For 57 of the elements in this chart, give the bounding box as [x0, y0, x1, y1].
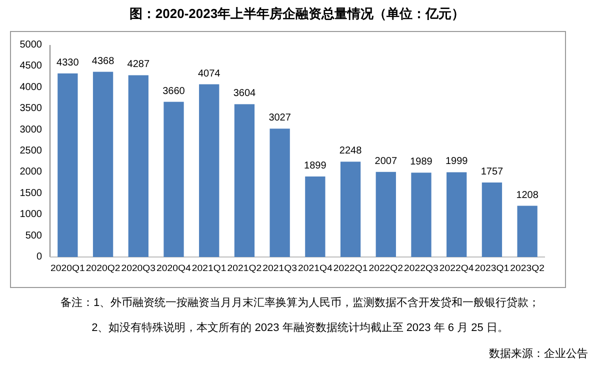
bar: [305, 176, 326, 257]
bar: [411, 172, 432, 257]
x-tick-label: 2022Q4: [439, 263, 474, 273]
chart-title: 图：2020-2023年上半年房企融资总量情况（单位：亿元）: [129, 6, 465, 21]
x-tick-label: 2023Q1: [474, 263, 510, 273]
text: 2、如没有特殊说明，本文所有的 2023 年融资数据统计均截止至 2023 年 6 月 25 日。: [92, 321, 508, 334]
x-tick-label: 2021Q3: [262, 263, 297, 273]
data-label: 2007: [374, 156, 398, 167]
data-label: 2248: [339, 146, 362, 157]
x-tick-label: 2020Q1: [50, 263, 85, 273]
y-tick-label: 1500: [20, 188, 42, 199]
x-tick-label: 2022Q2: [368, 263, 404, 273]
text: 备注：1、外币融资统一按融资当月月末汇率换算为人民币，监测数据不含开发贷和一般银行贷款；: [60, 296, 540, 309]
y-tick-label: 2000: [20, 166, 42, 178]
y-tick-label: 3000: [20, 124, 42, 136]
x-tick-label: 2021Q2: [227, 263, 262, 273]
x-tick-label: 2022Q1: [333, 263, 368, 273]
bar: [270, 128, 290, 257]
bar: [128, 75, 148, 257]
source-note: 数据来源：企业公告: [489, 347, 588, 360]
bar: [234, 104, 255, 257]
data-label: 4368: [92, 56, 115, 67]
bar: [482, 182, 502, 257]
data-label: 4287: [127, 59, 150, 70]
data-label: 4330: [56, 57, 80, 68]
y-tick-label: 3500: [20, 103, 42, 114]
x-tick-label: 2023Q2: [510, 263, 544, 273]
x-tick-label: 2022Q3: [404, 263, 438, 273]
x-tick-label: 2020Q2: [86, 263, 120, 273]
bar: [199, 84, 220, 257]
x-tick-label: 2020Q3: [121, 263, 156, 273]
bar: [92, 72, 114, 257]
data-label: 3027: [268, 112, 292, 124]
y-tick-label: 500: [25, 230, 42, 242]
x-tick-label: 2020Q4: [156, 263, 191, 273]
bar: [58, 73, 78, 257]
y-tick-label: 0: [36, 252, 42, 262]
data-label: 1899: [304, 160, 327, 172]
data-label: 4074: [198, 68, 221, 80]
data-label: 1989: [410, 156, 433, 168]
data-label: 3604: [233, 88, 256, 100]
bar: [164, 102, 184, 257]
bar: [340, 162, 361, 257]
bar: [376, 172, 396, 257]
data-label: 1757: [480, 166, 504, 178]
data-label: 1208: [516, 190, 539, 201]
y-tick-label: 4500: [20, 60, 42, 72]
y-tick-label: 1000: [20, 209, 42, 220]
y-tick-label: 4000: [20, 82, 42, 93]
y-tick-label: 2500: [20, 146, 42, 156]
bar: [446, 172, 467, 257]
bar: [517, 206, 538, 257]
x-tick-label: 2021Q1: [192, 263, 226, 273]
data-label: 1999: [445, 156, 468, 168]
data-label: 3660: [162, 86, 186, 97]
y-tick-label: 5000: [20, 40, 42, 50]
x-tick-label: 2021Q4: [298, 263, 332, 273]
